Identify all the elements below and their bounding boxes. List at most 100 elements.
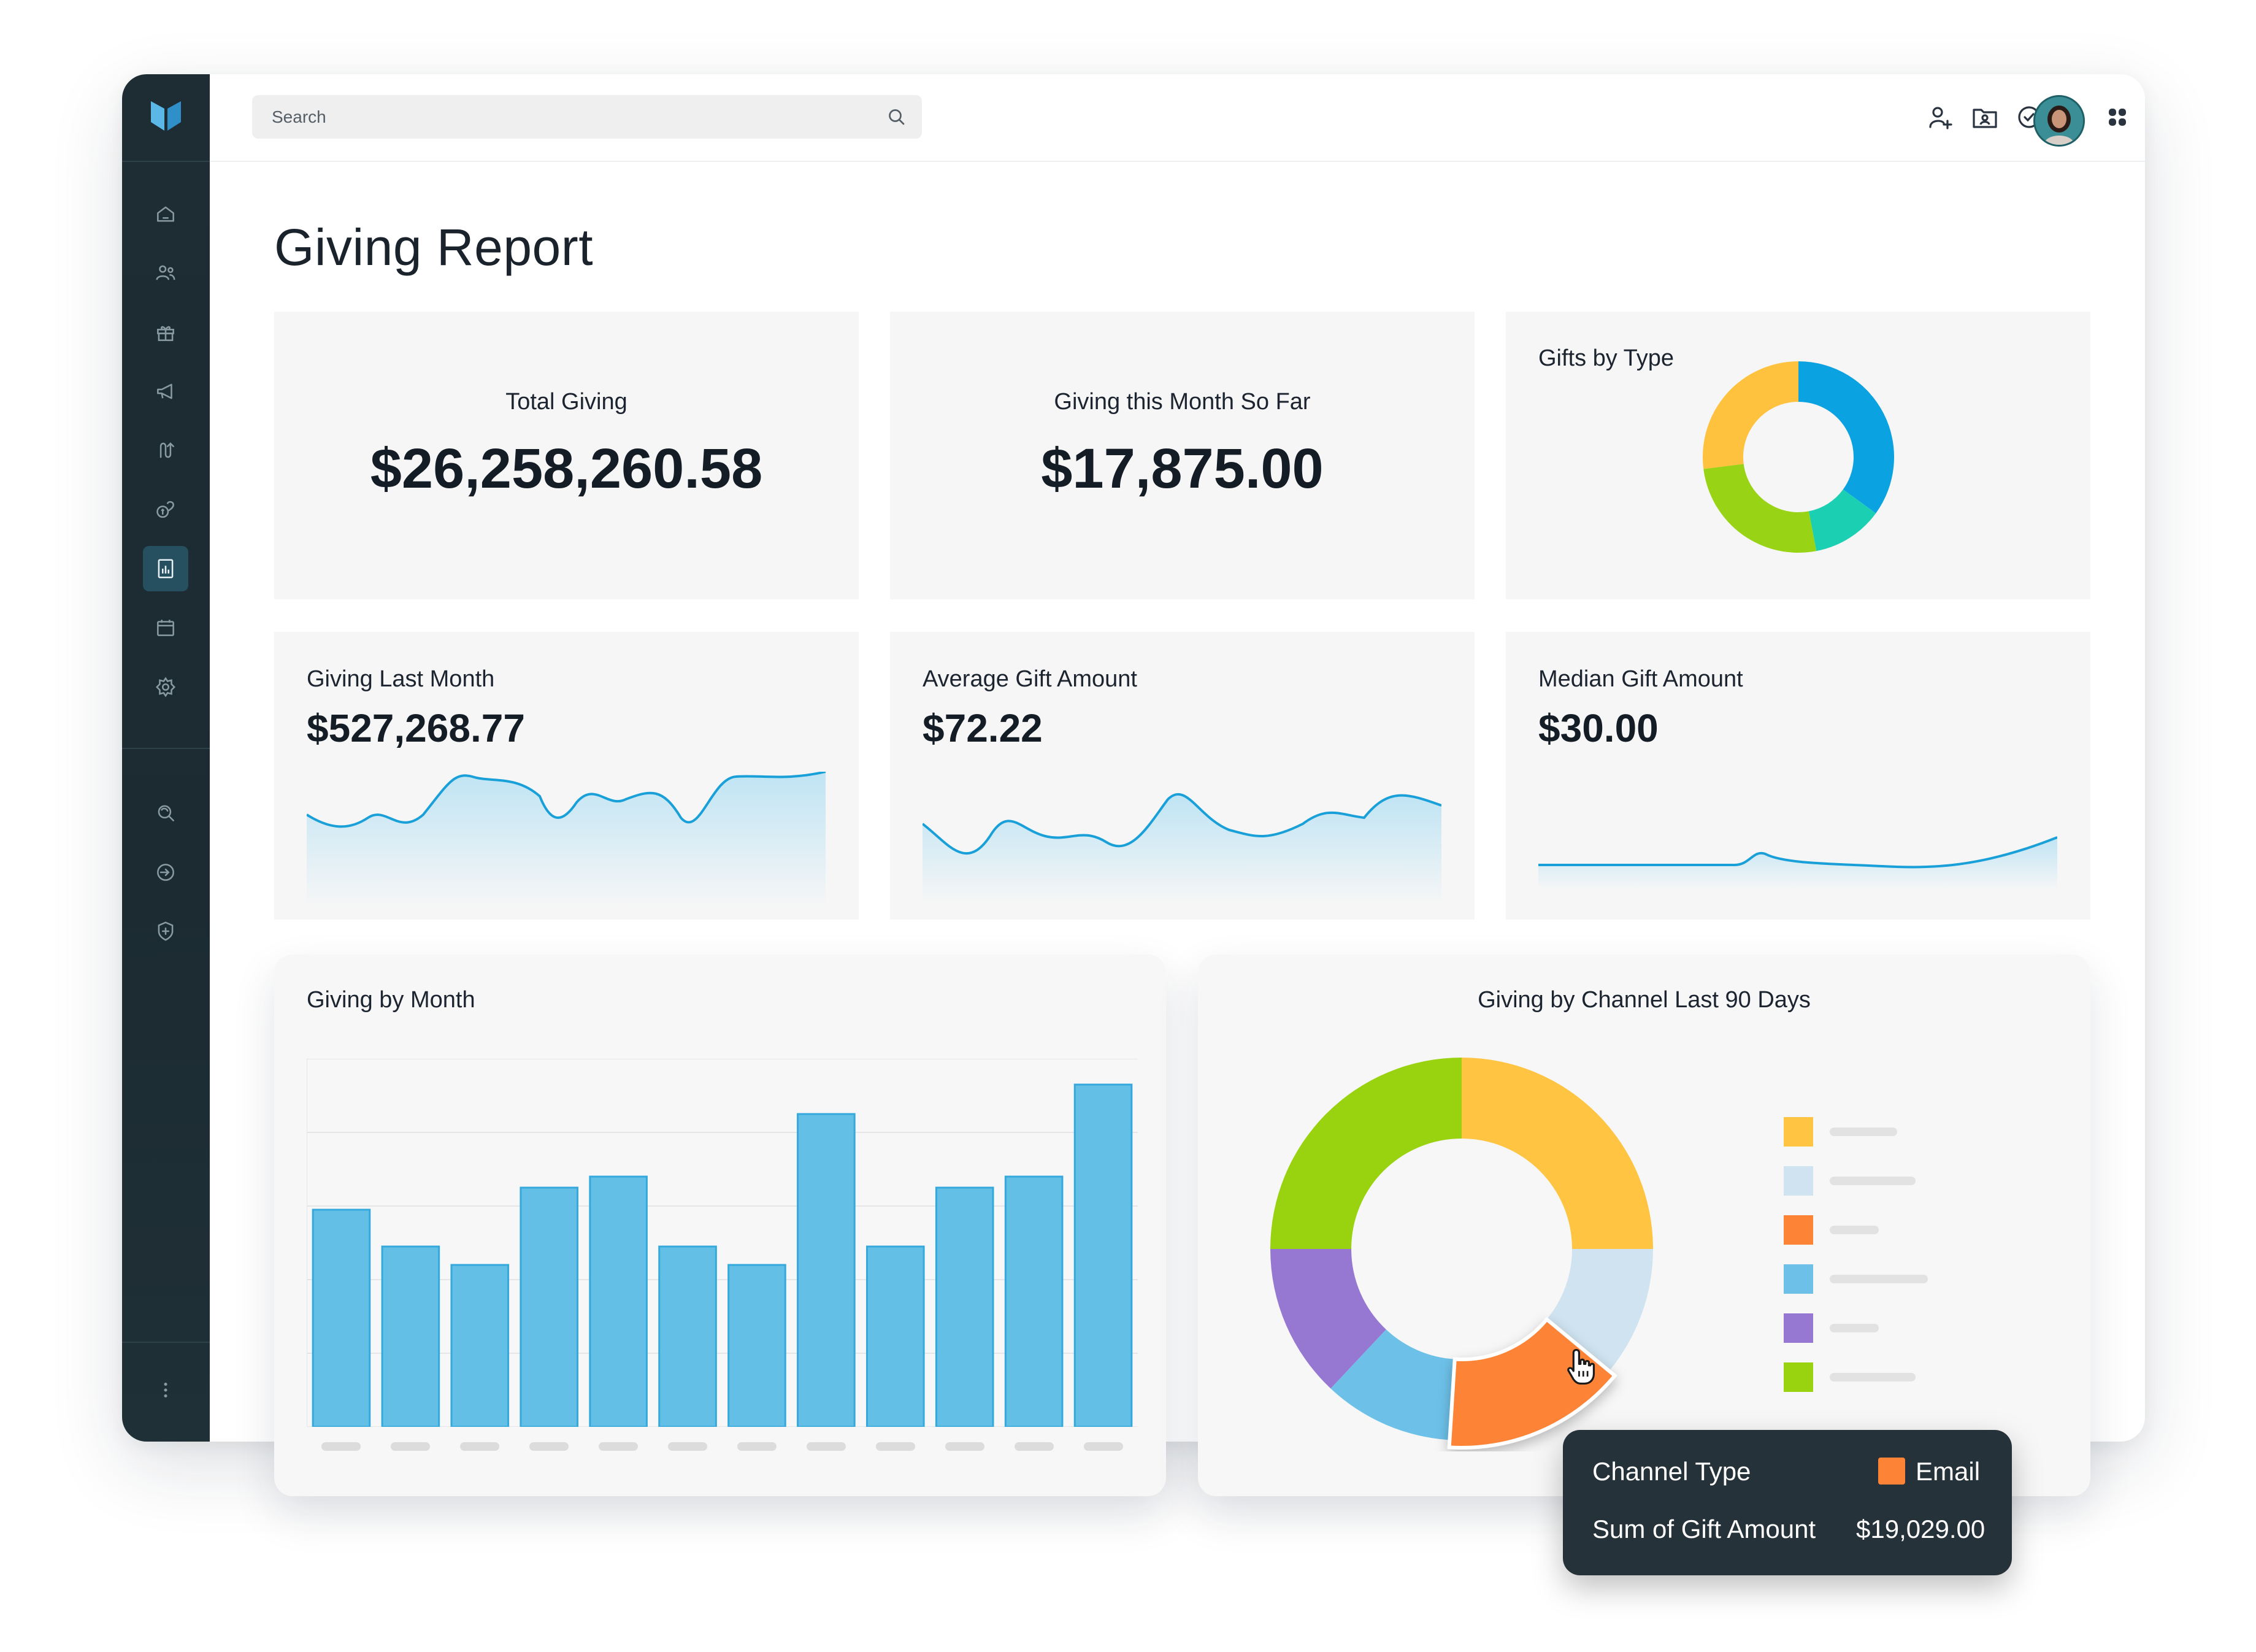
people-icon bbox=[156, 265, 175, 280]
gifts-by-type-title: Gifts by Type bbox=[1538, 345, 1675, 371]
month-bar[interactable] bbox=[381, 1245, 440, 1427]
giving-by-channel-card: Giving by Channel Last 90 Days bbox=[1198, 955, 2090, 1496]
page-title: Giving Report bbox=[274, 218, 594, 276]
legend-label-placeholder bbox=[1830, 1226, 1879, 1234]
settings-icon bbox=[155, 677, 176, 697]
legend-swatch[interactable] bbox=[1784, 1264, 1813, 1294]
month-bar[interactable] bbox=[658, 1245, 717, 1427]
x-tick-label-placeholder bbox=[391, 1442, 431, 1451]
x-tick-label-placeholder bbox=[460, 1442, 500, 1451]
legend-swatch[interactable] bbox=[1784, 1117, 1813, 1147]
month-bar[interactable] bbox=[450, 1264, 510, 1427]
report-icon bbox=[158, 559, 174, 578]
month-bar[interactable] bbox=[312, 1208, 371, 1427]
sidebar-item-home[interactable] bbox=[143, 191, 188, 237]
giving-by-channel-donut bbox=[1270, 1058, 1653, 1450]
month-bar[interactable] bbox=[727, 1264, 786, 1427]
median-gift-value: $30.00 bbox=[1538, 706, 1659, 750]
calendar-icon bbox=[157, 620, 174, 636]
channel-slice-5[interactable] bbox=[1270, 1249, 1386, 1389]
search-input[interactable]: Search bbox=[252, 95, 922, 139]
sidebar-item-campaigns[interactable] bbox=[143, 369, 188, 414]
legend-swatch[interactable] bbox=[1784, 1166, 1813, 1196]
sidebar-item-people[interactable] bbox=[143, 250, 188, 296]
avatar[interactable] bbox=[2033, 95, 2085, 147]
sidebar-more-button[interactable] bbox=[143, 1367, 188, 1413]
sidebar-item-security[interactable] bbox=[143, 909, 188, 954]
legend-swatch[interactable] bbox=[1784, 1362, 1813, 1392]
tooltip-email-swatch bbox=[1878, 1458, 1905, 1485]
month-bar[interactable] bbox=[589, 1175, 648, 1427]
gift-icon bbox=[157, 326, 174, 341]
apps-grid-icon[interactable] bbox=[2103, 102, 2132, 132]
sidebar-item-settings[interactable] bbox=[143, 664, 188, 710]
month-bar[interactable] bbox=[865, 1245, 925, 1427]
sidebar-divider bbox=[122, 161, 210, 162]
legend-label-placeholder bbox=[1830, 1177, 1916, 1185]
sidebar-item-calendar[interactable] bbox=[143, 605, 188, 650]
x-tick-label-placeholder bbox=[599, 1442, 639, 1451]
total-giving-card: Total Giving $26,258,260.58 bbox=[274, 312, 859, 599]
shield-plus-icon bbox=[158, 921, 174, 941]
x-tick-label-placeholder bbox=[737, 1442, 777, 1451]
top-bar: Search bbox=[210, 74, 2145, 162]
giving-by-month-chart bbox=[307, 1059, 1138, 1427]
avatar-image bbox=[2035, 97, 2083, 145]
gifts-by-type-donut bbox=[1703, 361, 1894, 553]
month-bar[interactable] bbox=[1073, 1083, 1133, 1427]
search-refresh-icon bbox=[158, 805, 174, 821]
average-gift-label: Average Gift Amount bbox=[923, 666, 1137, 692]
gifts-by-type-card: Gifts by Type bbox=[1506, 312, 2090, 599]
legend-swatch[interactable] bbox=[1784, 1215, 1813, 1245]
gifts-by-type-slice-4[interactable] bbox=[1703, 361, 1798, 469]
median-gift-card: Median Gift Amount $30.00 bbox=[1506, 632, 2090, 920]
legend-label-placeholder bbox=[1830, 1373, 1916, 1381]
legend-label-placeholder bbox=[1830, 1128, 1897, 1136]
total-giving-value: $26,258,260.58 bbox=[370, 437, 763, 500]
gifts-by-type-slice-3[interactable] bbox=[1703, 464, 1817, 553]
sidebar bbox=[122, 74, 210, 1442]
add-user-icon[interactable] bbox=[1925, 102, 1955, 132]
average-gift-card: Average Gift Amount $72.22 bbox=[890, 632, 1475, 920]
gifts-by-type-slice-2[interactable] bbox=[1808, 489, 1876, 551]
x-tick-label-placeholder bbox=[321, 1442, 361, 1451]
month-bar[interactable] bbox=[935, 1186, 994, 1427]
average-gift-value: $72.22 bbox=[923, 706, 1043, 750]
x-tick-label-placeholder bbox=[875, 1442, 915, 1451]
tooltip-channel-type-label: Channel Type bbox=[1592, 1457, 1751, 1486]
tooltip-channel-type-value: Email bbox=[1916, 1457, 1981, 1486]
x-tick-label-placeholder bbox=[1083, 1442, 1123, 1451]
median-gift-label: Median Gift Amount bbox=[1538, 666, 1743, 692]
sidebar-item-donations[interactable] bbox=[143, 487, 188, 532]
average-gift-sparkline bbox=[923, 793, 1441, 904]
legend-label-placeholder bbox=[1830, 1324, 1879, 1332]
x-tick-label-placeholder bbox=[529, 1442, 569, 1451]
sidebar-item-reports[interactable] bbox=[143, 546, 188, 591]
month-bar[interactable] bbox=[797, 1113, 856, 1427]
legend-swatch[interactable] bbox=[1784, 1313, 1813, 1343]
sidebar-divider bbox=[122, 1342, 210, 1343]
sidebar-item-gifts[interactable] bbox=[143, 310, 188, 355]
sidebar-item-search[interactable] bbox=[143, 790, 188, 836]
vertical-dots-icon bbox=[164, 1382, 167, 1398]
app-logo-icon[interactable] bbox=[150, 99, 182, 133]
x-tick-label-placeholder bbox=[945, 1442, 984, 1451]
channel-slice-1[interactable] bbox=[1462, 1058, 1653, 1249]
sidebar-divider bbox=[122, 748, 210, 749]
contact-folder-icon[interactable] bbox=[1970, 102, 2000, 132]
month-so-far-card: Giving this Month So Far $17,875.00 bbox=[890, 312, 1475, 599]
chart-tooltip: Channel Type Email Sum of Gift Amount $1… bbox=[1563, 1430, 2012, 1575]
sidebar-item-sign-in[interactable] bbox=[143, 850, 188, 895]
month-bar[interactable] bbox=[520, 1186, 579, 1427]
search-icon[interactable] bbox=[885, 106, 907, 128]
sidebar-item-workflows[interactable] bbox=[143, 428, 188, 473]
total-giving-label: Total Giving bbox=[505, 389, 627, 415]
month-so-far-label: Giving this Month So Far bbox=[1054, 389, 1311, 415]
legend-label-placeholder bbox=[1830, 1275, 1928, 1283]
median-gift-sparkline bbox=[1538, 836, 2057, 889]
channel-slice-6[interactable] bbox=[1270, 1058, 1462, 1249]
gifts-by-type-slice-1[interactable] bbox=[1798, 361, 1894, 513]
month-bar[interactable] bbox=[1004, 1175, 1064, 1427]
home-icon bbox=[157, 206, 174, 222]
channel-slice-4[interactable] bbox=[1330, 1329, 1455, 1440]
